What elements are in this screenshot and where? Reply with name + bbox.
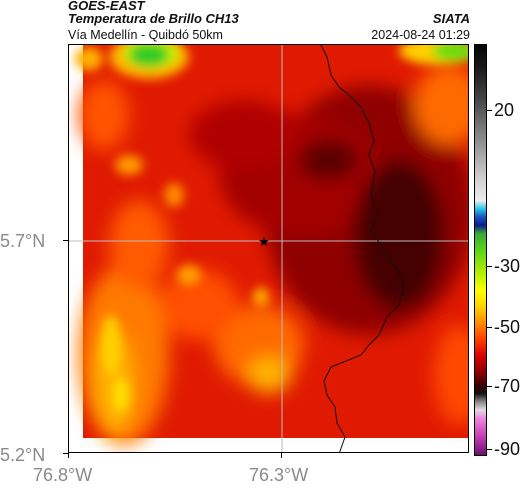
lon-tick [68,453,69,458]
colorbar-tick [487,386,492,387]
temperature-colorbar [474,44,487,456]
department-border [320,45,405,452]
lat-tick [63,240,68,241]
source-label: SIATA [432,11,470,26]
lon-label-76-3: 76.3°W [249,465,309,485]
colorbar-label: -90 [494,439,521,459]
region-subtitle: Vía Medellín - Quibdó 50km [68,28,223,42]
product-title: Temperatura de Brillo CH13 [68,11,239,26]
satellite-title: GOES-EAST [68,0,145,13]
colorbar-tick [487,449,492,450]
colorbar-label: -50 [494,317,521,337]
map-canvas: ★ [69,45,468,452]
lat-tick [63,453,68,454]
lon-tick [281,453,282,458]
colorbar-tick [487,327,492,328]
lon-label-76-8: 76.8°W [33,465,93,485]
location-star-icon: ★ [258,235,270,250]
colorbar-label: -70 [494,376,521,396]
brightness-temperature-map[interactable]: ★ [68,44,469,453]
lat-label-5-7: 5.7°N [0,231,46,251]
lat-label-5-2: 5.2°N [0,445,46,465]
colorbar-tick [487,110,492,111]
colorbar-label: 20 [494,100,515,120]
colorbar-label: -30 [494,256,521,276]
datetime-label: 2024-08-24 01:29 [371,28,470,42]
temperature-field [75,45,468,445]
colorbar-tick [487,266,492,267]
